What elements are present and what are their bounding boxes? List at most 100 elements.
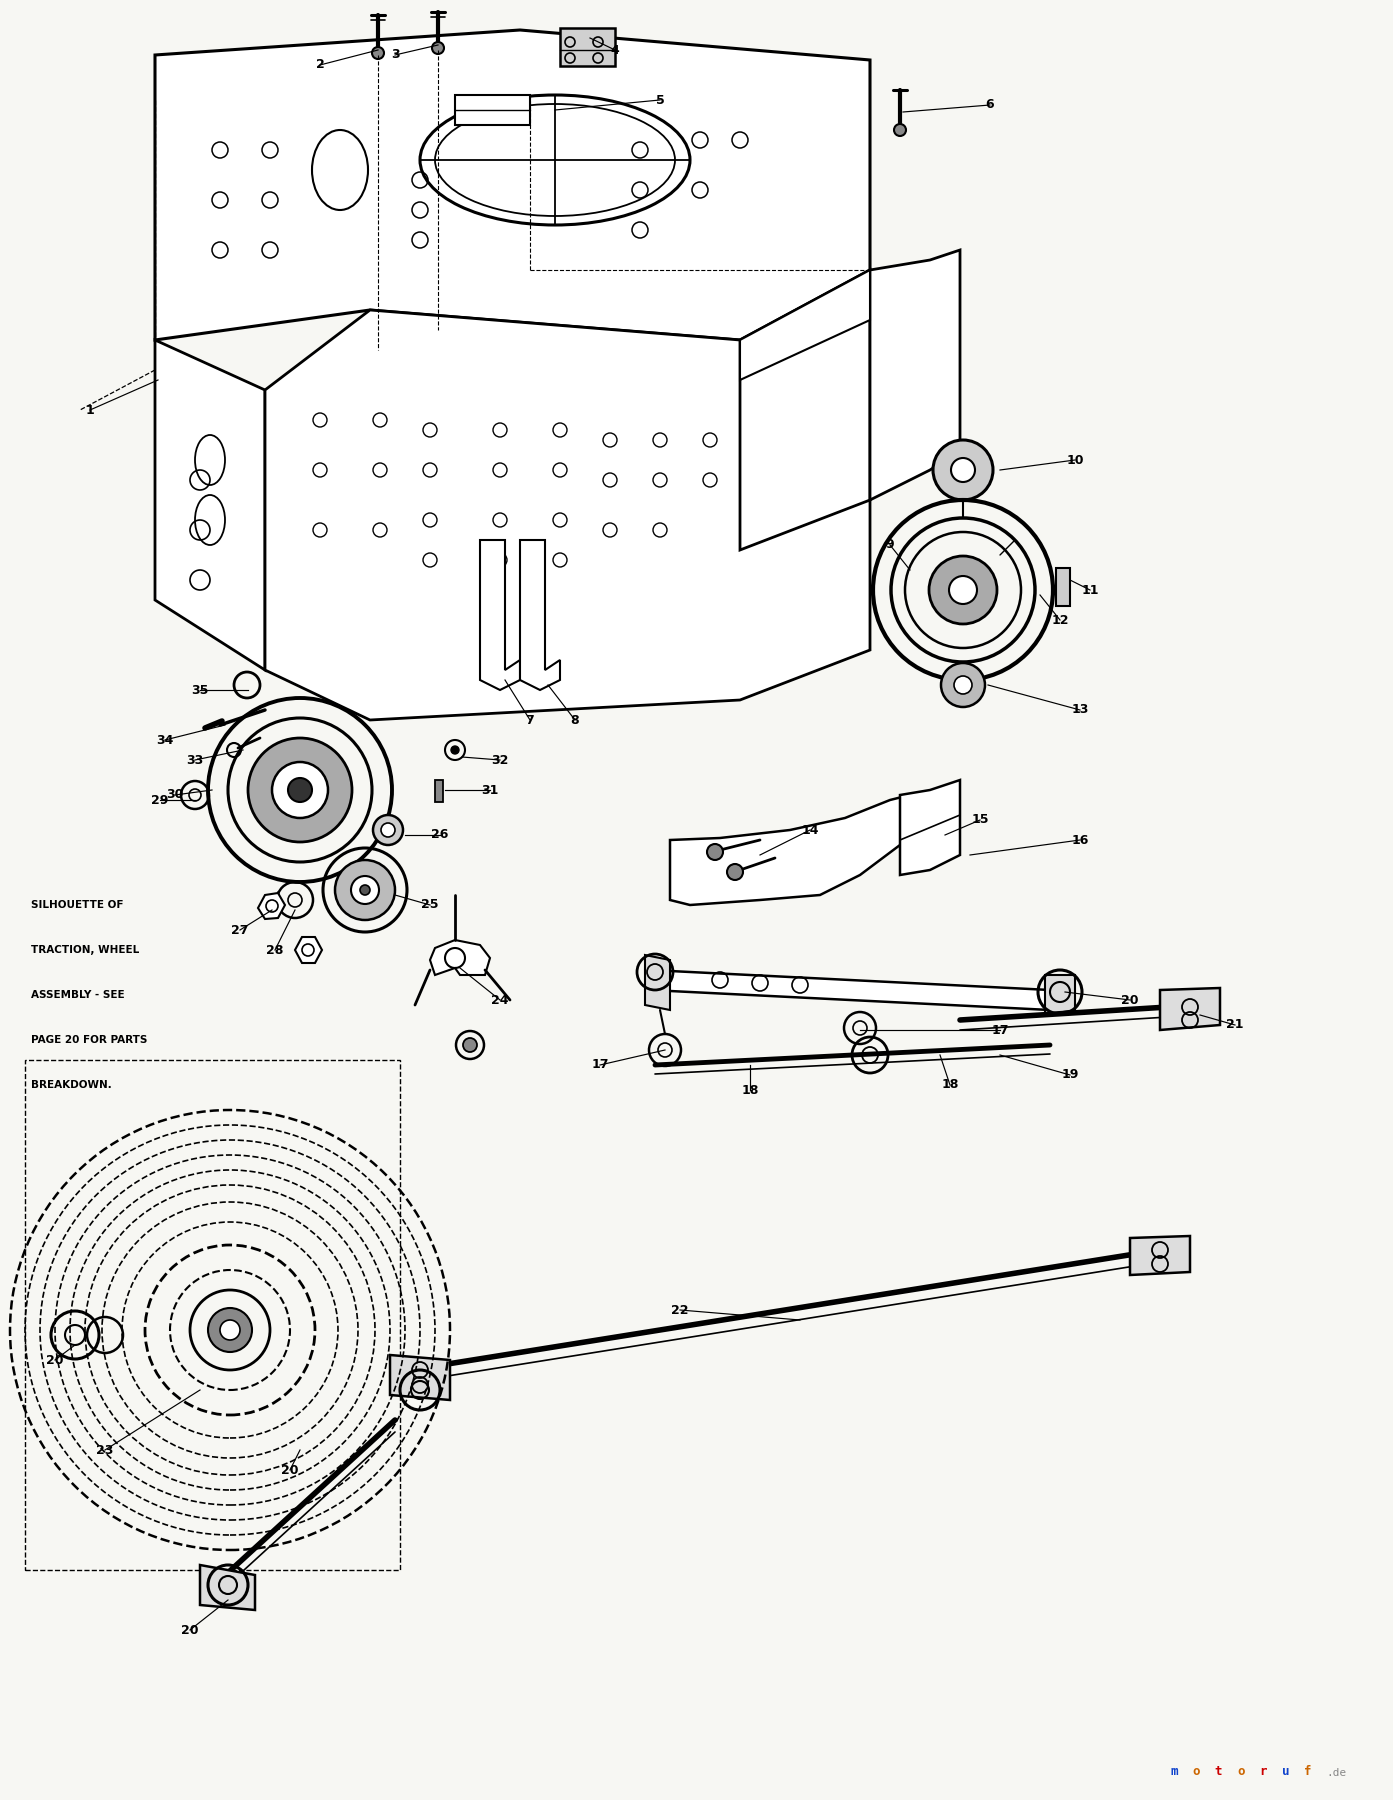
Text: 22: 22 bbox=[671, 1303, 688, 1316]
Polygon shape bbox=[900, 779, 960, 875]
Ellipse shape bbox=[727, 864, 742, 880]
Ellipse shape bbox=[942, 662, 985, 707]
Text: TRACTION, WHEEL: TRACTION, WHEEL bbox=[31, 945, 139, 956]
Ellipse shape bbox=[208, 1309, 252, 1352]
Text: 30: 30 bbox=[166, 788, 184, 801]
Polygon shape bbox=[295, 938, 322, 963]
Text: 20: 20 bbox=[181, 1624, 199, 1636]
Ellipse shape bbox=[933, 439, 993, 500]
Ellipse shape bbox=[288, 778, 312, 803]
Text: 17: 17 bbox=[591, 1058, 609, 1071]
Ellipse shape bbox=[359, 886, 371, 895]
Polygon shape bbox=[520, 540, 560, 689]
Ellipse shape bbox=[954, 677, 972, 695]
Text: 23: 23 bbox=[96, 1444, 114, 1456]
Text: 20: 20 bbox=[46, 1354, 64, 1366]
Ellipse shape bbox=[708, 844, 723, 860]
Text: t: t bbox=[1215, 1766, 1222, 1778]
Text: 19: 19 bbox=[1061, 1069, 1078, 1082]
Polygon shape bbox=[651, 970, 1050, 1010]
Polygon shape bbox=[258, 893, 286, 920]
Text: ASSEMBLY - SEE: ASSEMBLY - SEE bbox=[31, 990, 124, 1001]
Polygon shape bbox=[265, 310, 871, 720]
Text: 24: 24 bbox=[492, 994, 508, 1006]
Ellipse shape bbox=[951, 457, 975, 482]
Text: 32: 32 bbox=[492, 754, 508, 767]
Text: 16: 16 bbox=[1071, 833, 1089, 846]
Bar bbox=[1056, 569, 1070, 607]
Text: 8: 8 bbox=[571, 713, 579, 727]
Ellipse shape bbox=[334, 860, 396, 920]
Text: 9: 9 bbox=[886, 538, 894, 551]
Text: PAGE 20 FOR PARTS: PAGE 20 FOR PARTS bbox=[31, 1035, 148, 1046]
Text: 3: 3 bbox=[390, 49, 400, 61]
Text: r: r bbox=[1259, 1766, 1266, 1778]
Text: 28: 28 bbox=[266, 943, 284, 956]
Text: 7: 7 bbox=[525, 713, 535, 727]
Polygon shape bbox=[1045, 976, 1075, 1015]
Polygon shape bbox=[1160, 988, 1220, 1030]
Ellipse shape bbox=[248, 738, 352, 842]
Polygon shape bbox=[871, 250, 960, 500]
Text: 25: 25 bbox=[421, 898, 439, 911]
Text: 14: 14 bbox=[801, 824, 819, 837]
Polygon shape bbox=[1130, 1237, 1190, 1274]
Text: m: m bbox=[1170, 1766, 1177, 1778]
Polygon shape bbox=[201, 1564, 255, 1609]
Bar bbox=[560, 29, 614, 67]
Text: 12: 12 bbox=[1052, 614, 1068, 626]
Text: 13: 13 bbox=[1071, 704, 1089, 716]
Text: u: u bbox=[1282, 1766, 1289, 1778]
Polygon shape bbox=[430, 940, 490, 976]
Text: 10: 10 bbox=[1066, 454, 1084, 466]
Text: 18: 18 bbox=[942, 1078, 958, 1091]
Text: 26: 26 bbox=[432, 828, 449, 842]
Ellipse shape bbox=[432, 41, 444, 54]
Ellipse shape bbox=[372, 47, 384, 59]
Text: 27: 27 bbox=[231, 923, 249, 936]
Ellipse shape bbox=[894, 124, 905, 137]
Text: 11: 11 bbox=[1081, 583, 1099, 596]
Ellipse shape bbox=[451, 745, 460, 754]
Text: BREAKDOWN.: BREAKDOWN. bbox=[31, 1080, 111, 1091]
Ellipse shape bbox=[382, 823, 396, 837]
Text: 21: 21 bbox=[1226, 1019, 1244, 1031]
Text: 35: 35 bbox=[191, 684, 209, 697]
Polygon shape bbox=[155, 340, 265, 670]
Ellipse shape bbox=[462, 1039, 476, 1051]
Text: .de: .de bbox=[1326, 1768, 1347, 1778]
Text: 33: 33 bbox=[187, 754, 203, 767]
Text: 31: 31 bbox=[482, 783, 499, 796]
Ellipse shape bbox=[373, 815, 403, 844]
Text: o: o bbox=[1192, 1766, 1199, 1778]
Ellipse shape bbox=[220, 1319, 240, 1339]
Text: 20: 20 bbox=[281, 1463, 298, 1476]
Ellipse shape bbox=[949, 576, 976, 605]
Polygon shape bbox=[645, 956, 670, 1010]
Bar bbox=[25, 1060, 400, 1570]
Text: 17: 17 bbox=[992, 1024, 1009, 1037]
Text: 20: 20 bbox=[1121, 994, 1138, 1006]
Bar bbox=[456, 95, 529, 124]
Text: 34: 34 bbox=[156, 734, 174, 747]
Text: 18: 18 bbox=[741, 1084, 759, 1096]
Ellipse shape bbox=[929, 556, 997, 625]
Text: 1: 1 bbox=[85, 403, 95, 416]
Polygon shape bbox=[740, 270, 871, 551]
Bar bbox=[435, 779, 443, 803]
Polygon shape bbox=[481, 540, 520, 689]
Ellipse shape bbox=[351, 877, 379, 904]
Text: 29: 29 bbox=[152, 794, 169, 806]
Text: 5: 5 bbox=[656, 94, 664, 106]
Polygon shape bbox=[390, 1355, 450, 1400]
Text: 15: 15 bbox=[971, 814, 989, 826]
Text: f: f bbox=[1304, 1766, 1311, 1778]
Polygon shape bbox=[740, 270, 871, 380]
Polygon shape bbox=[670, 796, 910, 905]
Polygon shape bbox=[155, 31, 871, 340]
Text: SILHOUETTE OF: SILHOUETTE OF bbox=[31, 900, 123, 911]
Ellipse shape bbox=[272, 761, 327, 817]
Text: o: o bbox=[1237, 1766, 1244, 1778]
Text: 4: 4 bbox=[610, 43, 620, 56]
Text: 2: 2 bbox=[316, 58, 325, 72]
